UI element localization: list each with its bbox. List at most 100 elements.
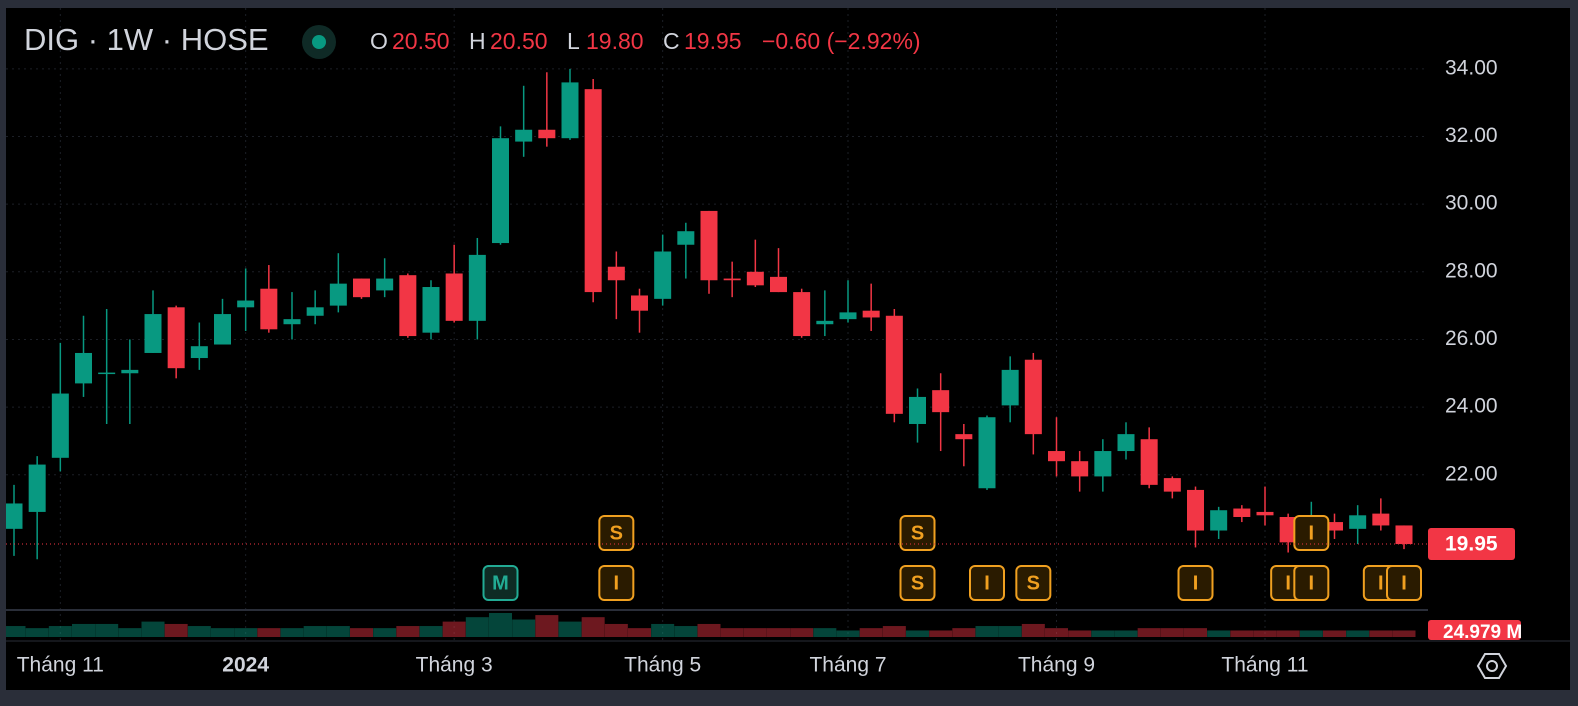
volume-bar [489, 613, 512, 637]
x-tick-label: Tháng 3 [416, 654, 493, 677]
event-marker [1177, 565, 1214, 601]
chart-background [6, 8, 1570, 690]
candle-body [862, 310, 880, 318]
volume-bar [1392, 630, 1416, 637]
x-tick-label: Tháng 9 [1018, 654, 1095, 677]
candle-body [538, 129, 556, 139]
y-tick-label: 32.00 [1445, 124, 1498, 147]
volume-bar [1045, 628, 1068, 637]
candle-body [909, 396, 926, 424]
volume-bar [604, 623, 628, 637]
volume-bar [419, 626, 443, 637]
candle-body [376, 278, 394, 291]
candle-body [955, 434, 973, 440]
volume-bar [1160, 628, 1184, 637]
event-label: I [1309, 572, 1315, 594]
candle-body [1326, 522, 1343, 531]
volume-bar [581, 617, 605, 637]
event-marker [1386, 565, 1422, 601]
candle-body [1349, 515, 1367, 529]
settings-icon[interactable] [1476, 653, 1508, 679]
legend-value: 19.95 [684, 28, 742, 54]
candle-body [1117, 434, 1135, 452]
event-marker [598, 515, 635, 551]
volume-bar [118, 628, 142, 637]
legend-change: −0.60 (−2.92%) [762, 28, 921, 54]
volume-bar [1323, 630, 1346, 637]
y-tick-label: 26.00 [1445, 327, 1498, 350]
volume-bar [952, 628, 976, 637]
event-marker [1293, 565, 1330, 601]
candle-body [1395, 525, 1413, 545]
volume-bar [396, 626, 420, 637]
candle-body [306, 307, 324, 316]
volume-bar [164, 623, 188, 637]
legend-value: 20.50 [392, 28, 450, 54]
candle-body [1024, 359, 1042, 435]
event-marker [1293, 515, 1330, 551]
event-label: I [1401, 572, 1407, 594]
x-tick-label: Tháng 11 [1221, 654, 1308, 677]
legend-value: 20.50 [490, 28, 548, 54]
volume-bar [25, 628, 49, 637]
volume-bar [1021, 623, 1045, 637]
volume-bar [234, 628, 258, 637]
legend-letter: C [663, 28, 680, 54]
x-tick-label: 2024 [222, 654, 269, 677]
legend: O 20.50 H 20.50 L 19.80 C 19.95 −0.60 (−2.92%) [370, 28, 921, 54]
volume-bar [350, 628, 373, 637]
candle-body [1048, 451, 1065, 462]
event-marker [598, 565, 635, 601]
candle-body [816, 320, 834, 325]
volume-bar [674, 626, 698, 637]
volume-bar [975, 626, 999, 637]
candle-body [167, 307, 185, 369]
candle-body [260, 288, 278, 330]
last-volume-label: 24.979 M [1443, 622, 1522, 643]
volume-bar [558, 621, 582, 637]
volume-bar [48, 626, 72, 637]
event-marker [969, 565, 1005, 601]
volume-bar [906, 630, 929, 637]
candle-body [28, 464, 46, 512]
volume-pane [6, 613, 1416, 637]
candle-body [932, 390, 950, 413]
candle-body [98, 372, 116, 375]
candle-body [1372, 513, 1390, 526]
axes: 22.00 24.00 26.00 28.00 30.00 32.00 34.00 Tháng… [6, 56, 1522, 677]
volume-bar [1137, 628, 1161, 637]
event-label: I [1193, 572, 1199, 594]
candle-body [1140, 439, 1158, 485]
last-price-tag [1428, 528, 1515, 561]
volume-bar [790, 628, 814, 637]
volume-bar [1207, 630, 1231, 637]
candle-body [1256, 511, 1274, 516]
legend-value: 19.80 [586, 28, 644, 54]
event-label: S [610, 522, 623, 544]
candle-body [631, 295, 648, 311]
event-label: S [911, 522, 924, 544]
x-tick-label: Tháng 5 [624, 654, 701, 677]
candle-body [353, 278, 370, 298]
chart-title: DIG · 1W · HOSE [24, 22, 269, 57]
volume-bar [280, 628, 304, 637]
legend-letter: O [370, 28, 388, 54]
candle-body [1163, 478, 1181, 492]
volume-bar [998, 626, 1022, 637]
volume-bar [95, 623, 119, 637]
candle-body [677, 231, 695, 245]
volume-bar [743, 628, 767, 637]
volume-bar [882, 626, 906, 637]
last-volume-tag [1428, 620, 1521, 640]
volume-bar [1114, 630, 1138, 637]
event-marker [899, 515, 936, 551]
candle-body [1094, 451, 1112, 477]
volume-bar [720, 628, 744, 637]
event-marker [482, 565, 519, 601]
volume-bar [257, 628, 281, 637]
event-marker [1015, 565, 1052, 601]
event-label: S [911, 572, 924, 594]
volume-bar [813, 628, 837, 637]
candle-body [607, 266, 625, 281]
